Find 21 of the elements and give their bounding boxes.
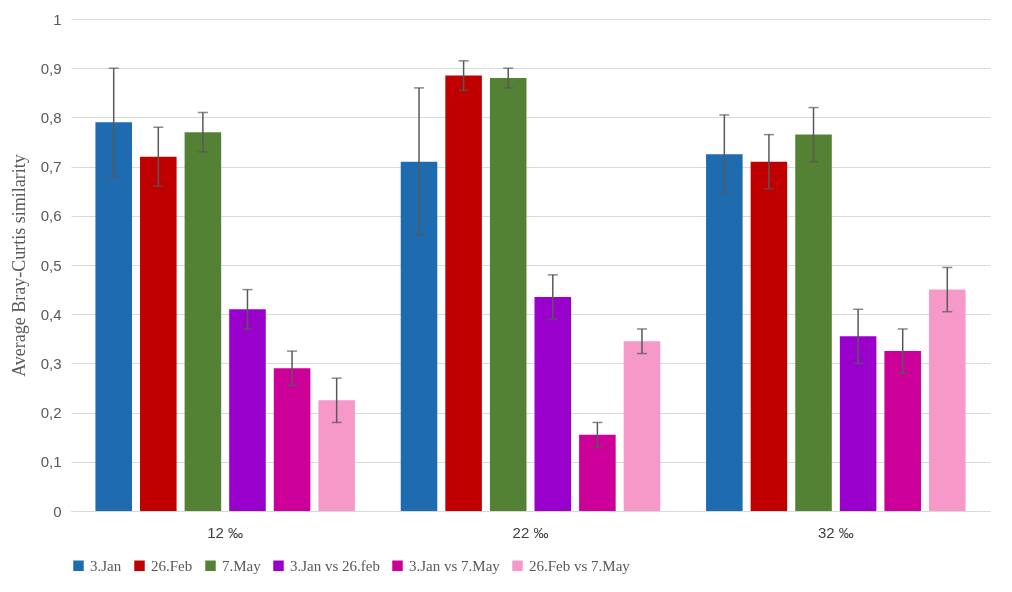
y-tick-label: 0,5 — [40, 256, 62, 274]
x-tick-label: 12 ‰ — [207, 523, 244, 541]
y-tick-label: 0,6 — [40, 207, 62, 225]
legend-label: 26.Feb — [151, 557, 193, 574]
x-tick-label: 22 ‰ — [512, 523, 549, 541]
y-tick-label: 0,7 — [40, 158, 62, 176]
y-axis-title: Average Bray-Curtis similarity — [8, 154, 29, 377]
y-tick-label: 0,2 — [40, 404, 62, 422]
y-tick-label: 0,1 — [40, 453, 62, 471]
legend-label: 3.Jan vs 7.May — [409, 557, 501, 574]
y-tick-label: 1 — [53, 10, 62, 28]
legend-label: 7.May — [222, 557, 262, 574]
y-tick-label: 0,4 — [40, 305, 62, 323]
legend-label: 3.Jan — [90, 557, 122, 574]
y-tick-label: 0,3 — [40, 354, 62, 372]
x-tick-label: 32 ‰ — [817, 523, 854, 541]
y-tick-label: 0,9 — [40, 59, 62, 77]
y-tick-label: 0,8 — [40, 108, 62, 126]
y-tick-label: 0 — [53, 502, 62, 520]
legend-label: 3.Jan vs 26.feb — [290, 557, 380, 574]
legend-label: 26.Feb vs 7.May — [529, 557, 631, 574]
